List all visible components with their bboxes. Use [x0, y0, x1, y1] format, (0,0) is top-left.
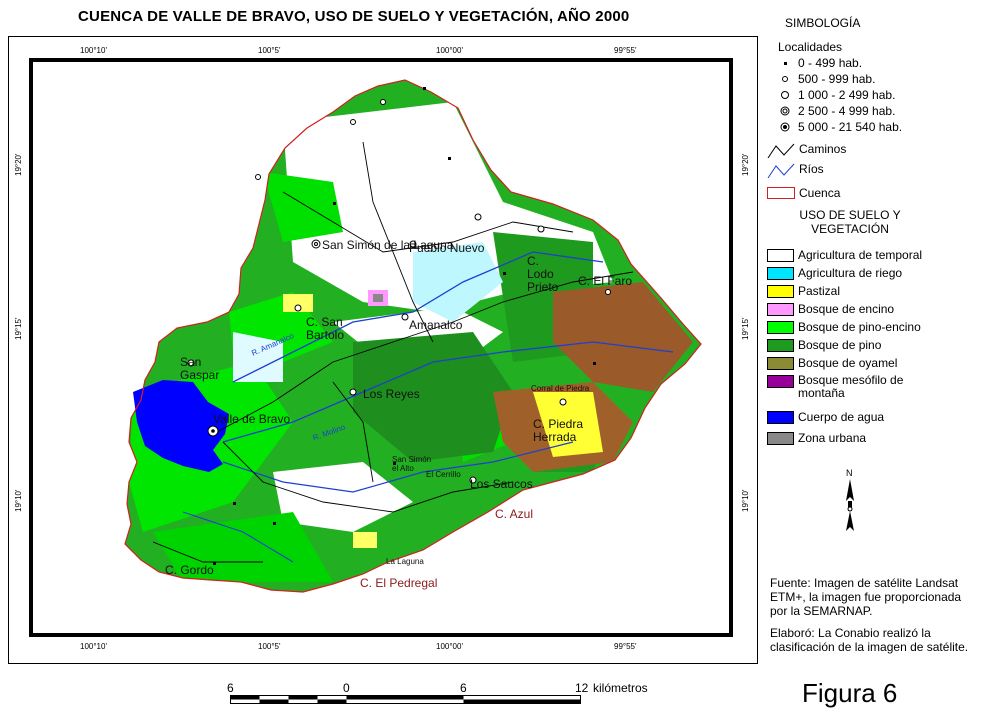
swatch-bosque-pino	[767, 339, 794, 352]
scale-label-6-right: 6	[460, 681, 467, 695]
coord-top-3: 100°00'	[436, 46, 463, 55]
legend-cuenca-label: Cuenca	[799, 186, 841, 200]
label-c-el-faro: C. El Faro	[578, 274, 633, 288]
swatch-bosque-oyamel	[767, 357, 794, 370]
uso-label: Bosque de pino	[798, 338, 882, 352]
map-inner-frame	[29, 58, 733, 637]
road-line-icon	[767, 143, 795, 159]
coord-left-3: 19°10'	[14, 489, 23, 512]
legend-title: SIMBOLOGÍA	[785, 16, 861, 30]
coord-bottom-4: 99°55'	[614, 642, 637, 651]
coord-top-4: 99°55'	[614, 46, 637, 55]
basin-map	[124, 79, 702, 593]
figure-label: Figura 6	[802, 678, 898, 708]
circle-icon	[780, 90, 790, 100]
swatch-agricultura-temporal	[767, 249, 794, 262]
localidad-label: 2 500 - 4 999 hab.	[798, 104, 896, 118]
scale-label-12: 12	[575, 681, 589, 695]
label-el-cerrillo: El Cerrillo	[426, 470, 461, 479]
swatch-agricultura-riego	[767, 267, 794, 280]
localidad-label: 1 000 - 2 499 hab.	[798, 88, 896, 102]
coord-top-2: 100°5'	[258, 46, 281, 55]
small-circle-icon	[780, 74, 790, 84]
localidad-label: 500 - 999 hab.	[798, 72, 876, 86]
label-los-saucos: Los Saucos	[470, 477, 533, 491]
swatch-cuerpo-agua	[767, 411, 794, 424]
label-amanalco: Amanalco	[409, 318, 463, 332]
coord-right-2: 19°15'	[741, 317, 750, 340]
dot-circle-icon	[780, 122, 790, 132]
uso-label: Cuerpo de agua	[798, 410, 885, 424]
uso-label: Bosque de encino	[798, 302, 895, 316]
localidades-heading: Localidades	[778, 40, 843, 54]
swatch-bosque-encino	[767, 303, 794, 316]
coord-right-3: 19°10'	[741, 489, 750, 512]
uso-label: Bosque mesófilo de montaña	[798, 373, 904, 400]
label-c-lodo-prieto: C. Lodo Prieto	[527, 254, 559, 294]
label-pueblo-nuevo: Pueblo Nuevo	[409, 241, 485, 255]
label-valle-de-bravo: Valle de Bravo	[213, 412, 291, 426]
uso-label: Agricultura de riego	[798, 266, 903, 280]
label-corral-de-piedra: Corral de Piedra	[531, 384, 590, 393]
label-c-gordo: C. Gordo	[165, 563, 214, 577]
label-los-reyes: Los Reyes	[363, 387, 420, 401]
source-note: Fuente: Imagen de satélite Landsat ETM+,…	[770, 576, 962, 618]
map-title: CUENCA DE VALLE DE BRAVO, USO DE SUELO Y…	[78, 8, 630, 25]
scale-unit: kilómetros	[593, 681, 648, 695]
label-la-laguna: La Laguna	[386, 557, 424, 566]
coord-right-1: 19°20'	[741, 153, 750, 176]
label-c-el-pedregal: C. El Pedregal	[360, 576, 438, 590]
north-arrow-icon	[846, 479, 854, 531]
coord-bottom-3: 100°00'	[436, 642, 463, 651]
swatch-pastizal	[767, 285, 794, 298]
uso-label: Agricultura de temporal	[798, 248, 923, 262]
uso-label: Pastizal	[798, 284, 841, 298]
label-san-gaspar: San Gaspar	[180, 355, 220, 382]
uso-label: Bosque de oyamel	[798, 356, 898, 370]
localidad-label: 5 000 - 21 540 hab.	[798, 120, 903, 134]
swatch-bosque-mesofilo	[767, 375, 794, 388]
coord-bottom-1: 100°10'	[80, 642, 107, 651]
legend-caminos-label: Caminos	[799, 142, 847, 156]
north-label: N	[846, 468, 853, 478]
legend-rios-label: Ríos	[799, 162, 824, 176]
label-c-piedra-herrada: C. Piedra Herrada	[533, 417, 584, 444]
credit-note: Elaboró: La Conabio realizó la clasifica…	[770, 626, 969, 654]
swatch-zona-urbana	[767, 432, 794, 445]
uso-heading: USO DE SUELO Y VEGETACIÓN	[799, 208, 901, 236]
label-san-simon: San Simón de la Laguna	[322, 238, 454, 252]
coord-top-1: 100°10'	[80, 46, 107, 55]
coord-left-1: 19°20'	[14, 153, 23, 176]
double-circle-icon	[780, 106, 790, 116]
label-c-san-bartolo: C. San Bartolo	[306, 315, 345, 342]
map-outer-frame	[8, 36, 758, 664]
localidad-label: 0 - 499 hab.	[798, 56, 863, 70]
scale-label-0: 0	[343, 681, 350, 695]
basin-outline-icon	[767, 187, 795, 199]
uso-label: Bosque de pino-encino	[798, 320, 921, 334]
small-square-icon	[780, 58, 790, 68]
river-line-icon	[767, 163, 795, 179]
scale-bar	[230, 695, 581, 704]
coord-left-2: 19°15'	[14, 317, 23, 340]
swatch-bosque-pino-encino	[767, 321, 794, 334]
uso-label: Zona urbana	[798, 431, 867, 445]
label-c-azul: C. Azul	[495, 507, 534, 521]
label-san-simon-el-alto: San Simón el Alto	[392, 455, 432, 473]
coord-bottom-2: 100°5'	[258, 642, 281, 651]
scale-label-6-left: 6	[227, 681, 234, 695]
